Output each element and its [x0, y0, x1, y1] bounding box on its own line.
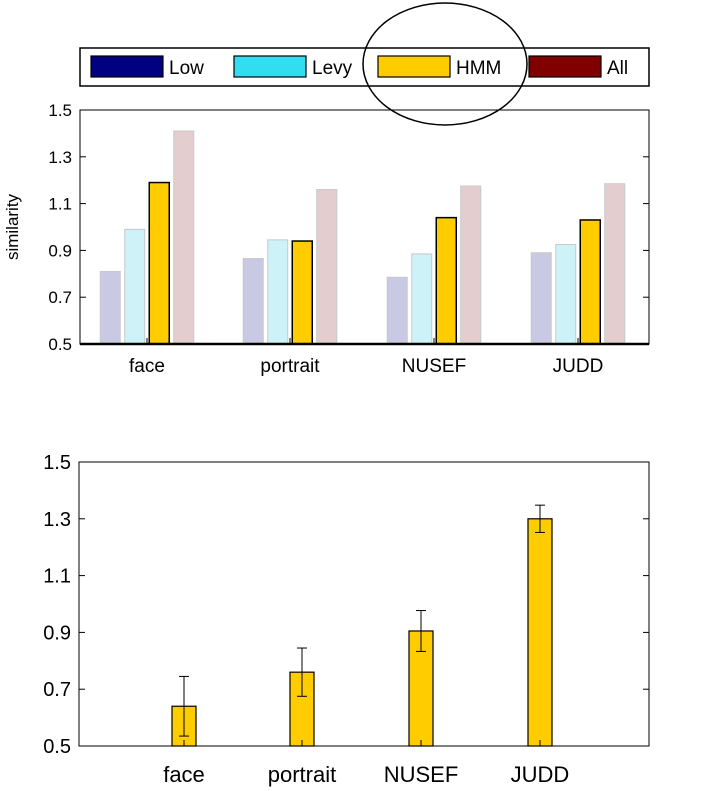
legend-swatch-all	[528, 55, 602, 78]
chart-hmm-with-errorbars: 0.5 0.7 0.9 1.1 1.3 1.5 face portrait NUSEF JUDD	[43, 452, 650, 787]
bar-levy-face	[124, 228, 146, 345]
bar-low-portrait	[242, 258, 264, 345]
bar-hmm-face	[148, 181, 170, 345]
bar-all-nusef	[460, 185, 482, 345]
y-tick-label: 1.1	[48, 195, 72, 214]
x-tick-label: portrait	[268, 762, 336, 787]
legend-swatch-hmm	[377, 55, 451, 78]
bar-hmm-judd	[579, 219, 601, 345]
y-tick-label: 0.9	[43, 622, 71, 644]
y-tick-label: 0.7	[48, 288, 72, 307]
bar-levy-nusef	[411, 253, 433, 345]
x-tick-label: NUSEF	[402, 356, 466, 377]
x-tick-label: face	[129, 356, 165, 377]
error-bar-face	[179, 675, 189, 737]
y-tick-label: 1.5	[48, 101, 72, 120]
legend-label-levy: Levy	[312, 58, 353, 79]
bar-hmm-portrait	[291, 240, 313, 345]
bar-low-face	[99, 270, 121, 345]
bar-all-judd	[604, 183, 626, 345]
y-tick-label: 1.3	[43, 509, 71, 531]
error-bar-nusef	[416, 610, 426, 652]
bar-all-portrait	[316, 189, 338, 345]
y-tick-label: 0.7	[43, 679, 71, 701]
y-tick-label: 0.5	[48, 335, 72, 354]
bar-all-face	[173, 130, 195, 345]
legend-swatch-levy	[233, 55, 307, 78]
y-tick-label: 1.1	[43, 566, 71, 588]
bar-low-judd	[530, 252, 552, 345]
y-tick-label: 1.5	[43, 452, 71, 474]
x-tick-label: JUDD	[553, 356, 604, 377]
y-tick-label: 0.9	[48, 241, 72, 260]
bar-levy-judd	[555, 244, 577, 345]
x-tick-label: JUDD	[511, 762, 570, 787]
y-tick-label: 0.5	[43, 736, 71, 758]
error-bar-portrait	[297, 647, 307, 697]
y-tick-label: 1.3	[48, 148, 72, 167]
legend-label-low: Low	[169, 58, 204, 79]
highlight-ellipse	[362, 2, 528, 126]
bar-hmm-judd	[527, 518, 553, 747]
y-axis-label: similarity	[3, 193, 22, 260]
bar-levy-portrait	[267, 239, 289, 345]
bar-hmm-nusef	[435, 216, 457, 345]
x-tick-label: NUSEF	[384, 762, 459, 787]
legend-label-hmm: HMM	[456, 58, 501, 79]
legend-label-all: All	[607, 58, 628, 79]
bar-low-nusef	[386, 276, 408, 345]
axes-box-bottom	[78, 461, 650, 747]
x-tick-label: face	[163, 762, 205, 787]
chart-similarity-by-method: Low Levy HMM All 0.5 0.7 0.9 1.1 1.3 1.5 face por…	[3, 2, 650, 377]
legend-swatch-low	[90, 55, 164, 78]
error-bar-judd	[535, 504, 545, 533]
x-tick-label: portrait	[260, 356, 320, 377]
